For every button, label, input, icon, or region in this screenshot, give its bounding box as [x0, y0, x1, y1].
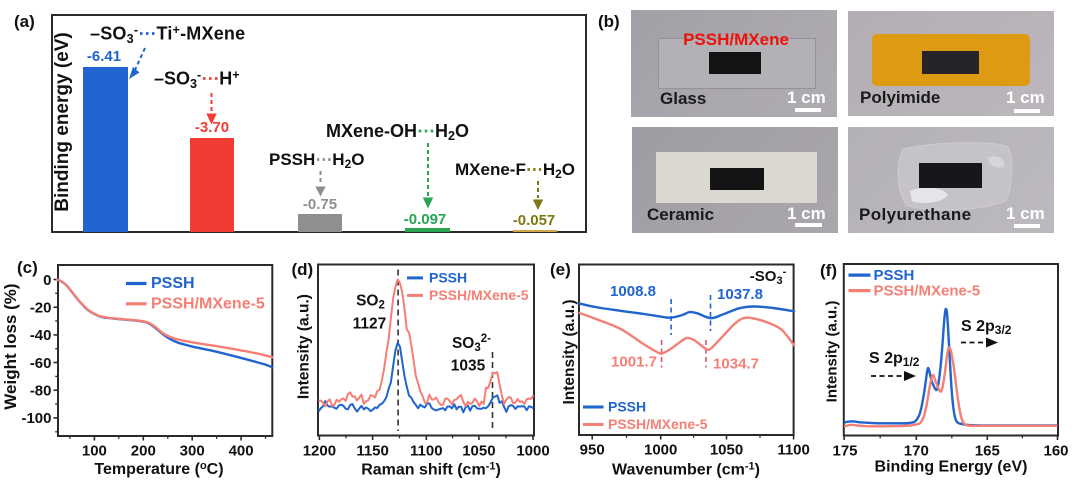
svg-text:1100: 1100 — [410, 443, 443, 460]
svg-text:PSSH: PSSH — [429, 269, 467, 285]
svg-text:PSSH/MXene-5: PSSH/MXene-5 — [874, 283, 981, 300]
svg-text:PSSH/MXene-5: PSSH/MXene-5 — [608, 416, 708, 432]
svg-text:1150: 1150 — [356, 443, 389, 460]
svg-text:S 2p3/2: S 2p3/2 — [961, 318, 1012, 337]
svg-text:950: 950 — [580, 441, 605, 458]
svg-text:Intensity (a.u.): Intensity (a.u.) — [824, 301, 841, 403]
svg-text:Wavenumber (cm-1): Wavenumber (cm-1) — [612, 461, 760, 479]
svg-text:1050: 1050 — [710, 441, 743, 458]
svg-text:Binding Energy (eV): Binding Energy (eV) — [875, 459, 1028, 476]
svg-text:PSSH: PSSH — [608, 399, 646, 415]
svg-text:PSSH/MXene-5: PSSH/MXene-5 — [151, 295, 265, 312]
svg-text:165: 165 — [975, 443, 1000, 460]
svg-text:1001.7: 1001.7 — [611, 354, 657, 371]
svg-text:0: 0 — [43, 272, 51, 289]
svg-text:160: 160 — [1043, 443, 1068, 460]
svg-text:-60: -60 — [30, 355, 52, 372]
svg-text:1000: 1000 — [516, 443, 549, 460]
svg-text:-80: -80 — [30, 383, 52, 400]
svg-text:Temperature (oC): Temperature (oC) — [94, 460, 223, 478]
svg-text:1037.8: 1037.8 — [717, 286, 763, 303]
svg-text:1035: 1035 — [451, 358, 486, 375]
svg-text:Raman shift (cm-1): Raman shift (cm-1) — [361, 461, 501, 479]
svg-text:1100: 1100 — [777, 441, 810, 458]
svg-text:400: 400 — [229, 443, 254, 460]
svg-text:1200: 1200 — [303, 443, 336, 460]
svg-text:1034.7: 1034.7 — [713, 356, 759, 373]
svg-text:PSSH: PSSH — [874, 267, 915, 284]
svg-text:-20: -20 — [30, 300, 52, 317]
svg-text:170: 170 — [904, 443, 929, 460]
svg-text:S 2p1/2: S 2p1/2 — [869, 350, 920, 369]
svg-text:300: 300 — [180, 443, 205, 460]
svg-text:PSSH/MXene-5: PSSH/MXene-5 — [429, 287, 529, 303]
svg-text:1008.8: 1008.8 — [610, 283, 656, 300]
svg-text:Weight loss (%): Weight loss (%) — [1, 283, 20, 409]
svg-text:175: 175 — [832, 443, 857, 460]
svg-text:-40: -40 — [30, 327, 52, 344]
svg-text:1050: 1050 — [462, 443, 495, 460]
svg-text:100: 100 — [82, 443, 107, 460]
svg-text:Intensity (a.u.): Intensity (a.u.) — [561, 299, 578, 404]
svg-text:SO2: SO2 — [356, 293, 385, 312]
svg-text:Intensity (a.u.): Intensity (a.u.) — [296, 294, 313, 399]
svg-text:1127: 1127 — [353, 316, 387, 333]
svg-text:-100: -100 — [21, 410, 51, 427]
svg-text:200: 200 — [131, 443, 156, 460]
svg-text:1000: 1000 — [644, 441, 677, 458]
svg-text:PSSH: PSSH — [151, 275, 195, 292]
